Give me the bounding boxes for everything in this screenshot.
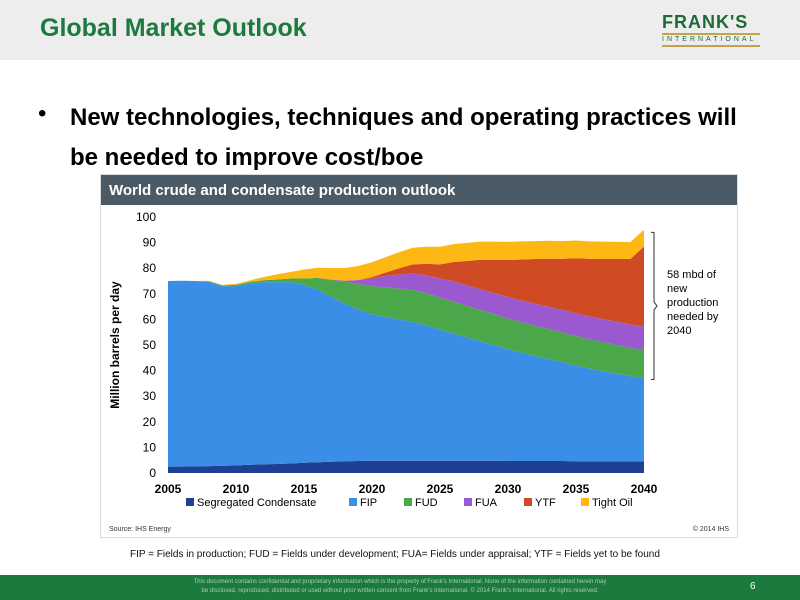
confidentiality-line-1: This document contains confidential and … <box>193 579 607 585</box>
area-ytf <box>168 246 644 327</box>
legend-swatch <box>464 498 472 506</box>
chart-legend: Segregated Condensate FIP FUD FUA YTF Tight O… <box>186 497 633 509</box>
area-fua <box>168 273 644 351</box>
x-axis: 2005 2010 2015 2020 2025 2030 2035 2040 <box>155 482 658 496</box>
legend-swatch <box>404 498 412 506</box>
y-tick-label: 50 <box>143 338 157 352</box>
annotation-bracket <box>651 231 658 381</box>
y-tick-label: 80 <box>143 261 157 275</box>
y-tick-label: 100 <box>136 210 156 224</box>
area-fud <box>168 277 644 379</box>
annotation-text: 58 mbd of new production needed by 2040 <box>667 269 719 337</box>
legend-label: FUD <box>415 497 438 509</box>
x-tick-label: 2025 <box>427 482 454 496</box>
logo-rule-top <box>662 33 760 35</box>
legend-label: FIP <box>360 497 377 509</box>
area-segregated-condensate <box>168 460 644 473</box>
confidentiality-notice: This document contains confidential and … <box>150 578 650 596</box>
area-tight-oil <box>168 229 644 286</box>
y-tick-label: 70 <box>143 287 157 301</box>
x-tick-label: 2030 <box>495 482 522 496</box>
legend-label: YTF <box>535 497 556 509</box>
annotation-label: 58 mbd of new production needed by 2040 <box>667 269 719 337</box>
x-tick-label: 2010 <box>223 482 250 496</box>
x-tick-label: 2015 <box>291 482 318 496</box>
legend-item: FUA <box>464 497 498 509</box>
logo-subtitle: INTERNATIONAL <box>662 36 757 43</box>
legend-label: Tight Oil <box>592 497 633 509</box>
y-axis: 0 10 20 30 40 50 60 70 80 90 100 <box>136 210 156 480</box>
y-tick-label: 30 <box>143 389 157 403</box>
legend-swatch <box>349 498 357 506</box>
chart-footnote: FIP = Fields in production; FUD = Fields… <box>130 549 660 560</box>
chart-title: World crude and condensate production ou… <box>109 182 456 199</box>
page-number: 6 <box>750 581 756 592</box>
legend-label: FUA <box>475 497 498 509</box>
chart-source: Source: IHS Energy <box>109 526 171 533</box>
confidentiality-line-2: be disclosed, reproduced, distributed or… <box>201 588 599 594</box>
legend-swatch <box>581 498 589 506</box>
logo-rule-bottom <box>662 45 760 47</box>
y-tick-label: 20 <box>143 415 157 429</box>
legend-swatch <box>186 498 194 506</box>
y-tick-label: 40 <box>143 364 157 378</box>
bullet-icon: • <box>38 100 47 127</box>
y-tick-label: 0 <box>149 466 156 480</box>
y-tick-label: 60 <box>143 312 157 326</box>
y-tick-label: 10 <box>143 440 157 454</box>
legend-item: FIP <box>349 497 377 509</box>
legend-swatch <box>524 498 532 506</box>
title-bar: Global Market Outlook FRANK'S INTERNATIO… <box>0 0 800 60</box>
legend-label: Segregated Condensate <box>197 497 316 509</box>
x-tick-label: 2040 <box>631 482 658 496</box>
legend-item: Segregated Condensate <box>186 497 316 509</box>
chart-panel: World crude and condensate production ou… <box>100 174 738 538</box>
legend-item: FUD <box>404 497 438 509</box>
legend-item: Tight Oil <box>581 497 633 509</box>
bullet-text: New technologies, techniques and operati… <box>70 104 737 171</box>
bracket-line <box>651 231 658 381</box>
area-fip <box>168 280 644 467</box>
x-tick-label: 2005 <box>155 482 182 496</box>
chart-header: World crude and condensate production ou… <box>101 175 737 205</box>
legend-item: YTF <box>524 497 556 509</box>
logo-wordmark: FRANK'S <box>662 12 749 32</box>
y-axis-label: Million barrels per day <box>108 281 122 409</box>
franks-logo: FRANK'S INTERNATIONAL <box>662 12 760 48</box>
x-tick-label: 2020 <box>359 482 386 496</box>
y-tick-label: 90 <box>143 236 157 250</box>
area-layer <box>168 229 644 473</box>
slide-title: Global Market Outlook <box>40 14 307 42</box>
footer-bar: This document contains confidential and … <box>0 575 800 600</box>
x-tick-label: 2035 <box>563 482 590 496</box>
chart-copyright: © 2014 IHS <box>693 525 730 533</box>
